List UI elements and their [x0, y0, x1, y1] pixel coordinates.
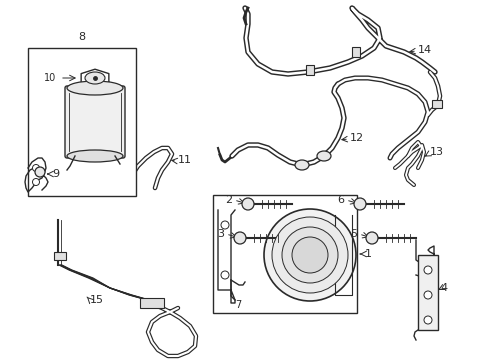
Bar	[28, 48, 136, 196]
Circle shape	[353, 198, 365, 210]
Text: 9: 9	[52, 169, 59, 179]
Bar	[140, 298, 163, 308]
Circle shape	[221, 271, 228, 279]
Circle shape	[282, 227, 337, 283]
Circle shape	[423, 316, 431, 324]
Text: 11: 11	[178, 155, 192, 165]
Circle shape	[35, 167, 45, 177]
Ellipse shape	[85, 72, 105, 84]
Text: 7: 7	[235, 300, 241, 310]
Circle shape	[423, 266, 431, 274]
Text: 12: 12	[349, 133, 364, 143]
Text: 6: 6	[336, 195, 343, 205]
Text: 1: 1	[364, 249, 371, 259]
Text: 10: 10	[44, 73, 56, 83]
Text: 8: 8	[78, 32, 85, 42]
Text: 14: 14	[417, 45, 431, 55]
Text: 3: 3	[217, 229, 224, 239]
Bar	[54, 252, 66, 260]
Circle shape	[32, 165, 40, 171]
Circle shape	[365, 232, 377, 244]
Text: 13: 13	[429, 147, 443, 157]
Ellipse shape	[316, 151, 330, 161]
FancyBboxPatch shape	[65, 86, 125, 158]
Bar	[305, 65, 313, 75]
Circle shape	[32, 179, 40, 185]
Circle shape	[234, 232, 245, 244]
Bar	[431, 100, 441, 108]
Text: 15: 15	[90, 295, 104, 305]
Circle shape	[423, 291, 431, 299]
Text: 5: 5	[349, 229, 356, 239]
Circle shape	[264, 209, 355, 301]
Circle shape	[291, 237, 327, 273]
Circle shape	[271, 217, 347, 293]
Bar	[417, 255, 437, 330]
Bar	[213, 195, 356, 313]
Ellipse shape	[67, 150, 123, 162]
Text: 2: 2	[224, 195, 231, 205]
Ellipse shape	[67, 81, 123, 95]
Ellipse shape	[294, 160, 308, 170]
Bar	[351, 47, 359, 57]
Circle shape	[221, 221, 228, 229]
Circle shape	[242, 198, 253, 210]
Text: 4: 4	[439, 283, 446, 293]
